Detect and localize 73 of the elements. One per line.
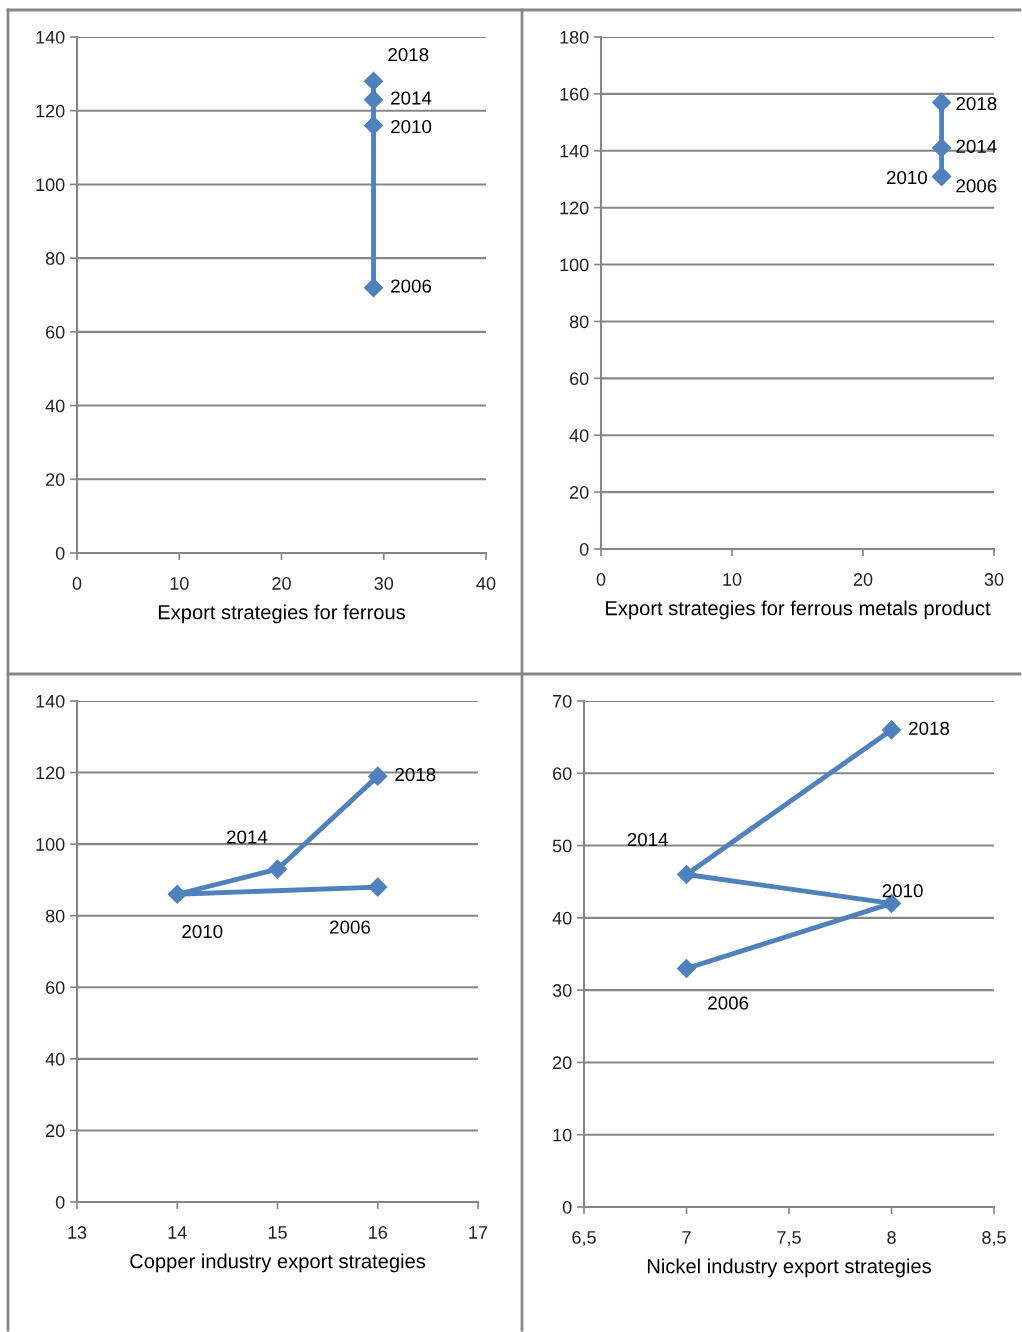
x-tick-label: 6,5 [572,1231,596,1247]
x-tick-label: 0 [72,577,82,590]
y-tick-label: 120 [36,766,65,780]
x-tick-label: 20 [853,573,873,586]
y-tick-label: 100 [36,838,65,851]
x-tick-label: 16 [369,1226,387,1239]
x-axis-title: Nickel industry export strategies [647,1258,931,1278]
annotation: 2018 [388,47,429,62]
y-tick-label: 80 [569,315,589,329]
x-tick-label: 14 [168,1226,187,1239]
y-tick-label: 0 [562,1200,572,1214]
y-tick-label: 0 [55,546,65,560]
y-tick-label: 40 [45,399,65,413]
annotation: 2010 [182,924,223,939]
y-tick-label: 20 [570,486,589,499]
annotation: 2018 [909,721,950,735]
x-tick-label: 10 [723,573,742,586]
x-tick-label: 20 [272,577,291,590]
y-tick-label: 60 [46,325,65,339]
y-tick-label: 20 [46,473,65,487]
annotation: 2018 [395,767,436,782]
y-tick-label: 20 [46,1124,65,1138]
y-tick-label: 40 [569,429,589,442]
x-tick-label: 7,5 [777,1231,801,1247]
y-tick-label: 100 [36,178,65,192]
y-tick-label: 140 [36,694,65,708]
x-axis-title: Export strategies for ferrous metals product [606,600,991,620]
x-tick-label: 8,5 [982,1231,1006,1247]
y-tick-label: 70 [553,694,572,708]
y-tick-label: 60 [570,372,589,386]
y-tick-label: 10 [553,1128,572,1142]
y-tick-label: 40 [552,911,572,925]
x-tick-label: 13 [68,1226,87,1239]
y-tick-label: 140 [560,144,589,158]
annotation: 2006 [708,996,749,1010]
x-tick-label: 0 [596,573,606,586]
y-tick-label: 140 [36,30,65,44]
x-tick-label: 15 [268,1226,287,1239]
annotation: 2014 [956,139,997,153]
y-tick-label: 160 [560,87,589,101]
y-tick-label: 50 [552,839,572,853]
y-tick-label: 80 [45,909,65,923]
annotation: 2006 [330,920,371,934]
x-tick-label: 7 [682,1231,691,1244]
y-tick-label: 40 [45,1052,65,1066]
y-tick-label: 30 [552,984,572,997]
annotation: 2006 [956,179,997,193]
annotation: 2010 [882,884,923,898]
x-tick-label: 30 [984,573,1004,586]
annotation: 2014 [391,91,432,105]
x-tick-label: 40 [476,577,496,590]
annotation: 2018 [956,96,997,111]
x-axis-title: Copper industry export strategies [130,1253,426,1273]
annotation: 2010 [391,119,432,134]
annotation: 2014 [227,830,268,844]
y-tick-label: 0 [55,1195,65,1209]
y-tick-label: 120 [36,104,65,118]
x-tick-label: 10 [170,577,189,590]
y-tick-label: 80 [45,252,65,265]
y-tick-label: 0 [579,542,589,556]
x-axis-title: Export strategies for ferrous [158,604,406,624]
x-tick-label: 17 [469,1226,488,1239]
x-tick-label: 8 [887,1231,896,1244]
annotation: 2010 [886,170,927,185]
y-tick-label: 120 [560,201,589,215]
y-tick-label: 20 [553,1056,572,1070]
y-tick-label: 60 [553,767,572,781]
y-tick-label: 180 [560,30,589,44]
annotation: 2006 [391,279,432,293]
annotation: 2014 [627,832,668,847]
y-tick-label: 60 [46,981,65,995]
y-tick-label: 100 [560,258,589,272]
x-tick-label: 30 [374,577,394,590]
